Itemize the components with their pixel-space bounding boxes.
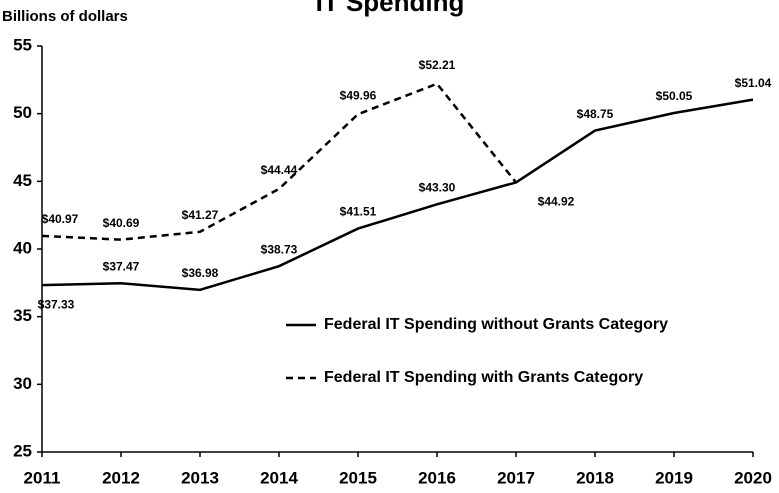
series-line bbox=[41, 98, 754, 292]
y-tick-label: 50 bbox=[13, 103, 32, 122]
y-tick-label: 35 bbox=[13, 306, 32, 325]
x-tick-label: 2016 bbox=[418, 468, 456, 487]
data-label: $37.47 bbox=[103, 259, 140, 273]
legend-label: Federal IT Spending without Grants Categ… bbox=[324, 316, 668, 333]
data-label: $40.97 bbox=[42, 212, 79, 226]
data-label: $44.44 bbox=[261, 163, 298, 177]
x-tick-label: 2012 bbox=[102, 468, 140, 487]
data-label: $36.98 bbox=[182, 266, 219, 280]
data-label: $41.51 bbox=[340, 205, 377, 219]
y-tick-label: 45 bbox=[13, 171, 32, 190]
x-tick-label: 2020 bbox=[734, 468, 772, 487]
x-tick-label: 2018 bbox=[576, 468, 614, 487]
y-tick-label: 30 bbox=[13, 374, 32, 393]
data-label: $51.04 bbox=[735, 76, 772, 90]
x-tick-label: 2017 bbox=[497, 468, 535, 487]
x-tick-label: 2019 bbox=[655, 468, 693, 487]
data-label: $44.92 bbox=[538, 195, 575, 209]
y-tick-label: 55 bbox=[13, 35, 32, 54]
y-tick-label: 40 bbox=[13, 238, 32, 257]
x-tick-label: 2014 bbox=[260, 468, 298, 487]
data-label: $43.30 bbox=[419, 181, 456, 195]
x-tick-label: 2015 bbox=[339, 468, 377, 487]
x-tick-label: 2013 bbox=[181, 468, 219, 487]
data-label: $40.69 bbox=[103, 216, 140, 230]
chart-title: IT Spending bbox=[316, 0, 465, 17]
data-label: $49.96 bbox=[340, 88, 377, 102]
legend-label: Federal IT Spending with Grants Category bbox=[324, 369, 643, 386]
data-label: $38.73 bbox=[261, 242, 298, 256]
data-label: $52.21 bbox=[419, 58, 456, 72]
y-tick-label: 25 bbox=[13, 441, 32, 460]
data-label: $37.33 bbox=[38, 297, 75, 311]
x-tick-label: 2011 bbox=[24, 468, 61, 487]
data-label: $41.27 bbox=[182, 208, 219, 222]
data-label: $48.75 bbox=[577, 107, 614, 121]
y-axis-label: Billions of dollars bbox=[2, 8, 128, 25]
data-label: $50.05 bbox=[656, 89, 693, 103]
